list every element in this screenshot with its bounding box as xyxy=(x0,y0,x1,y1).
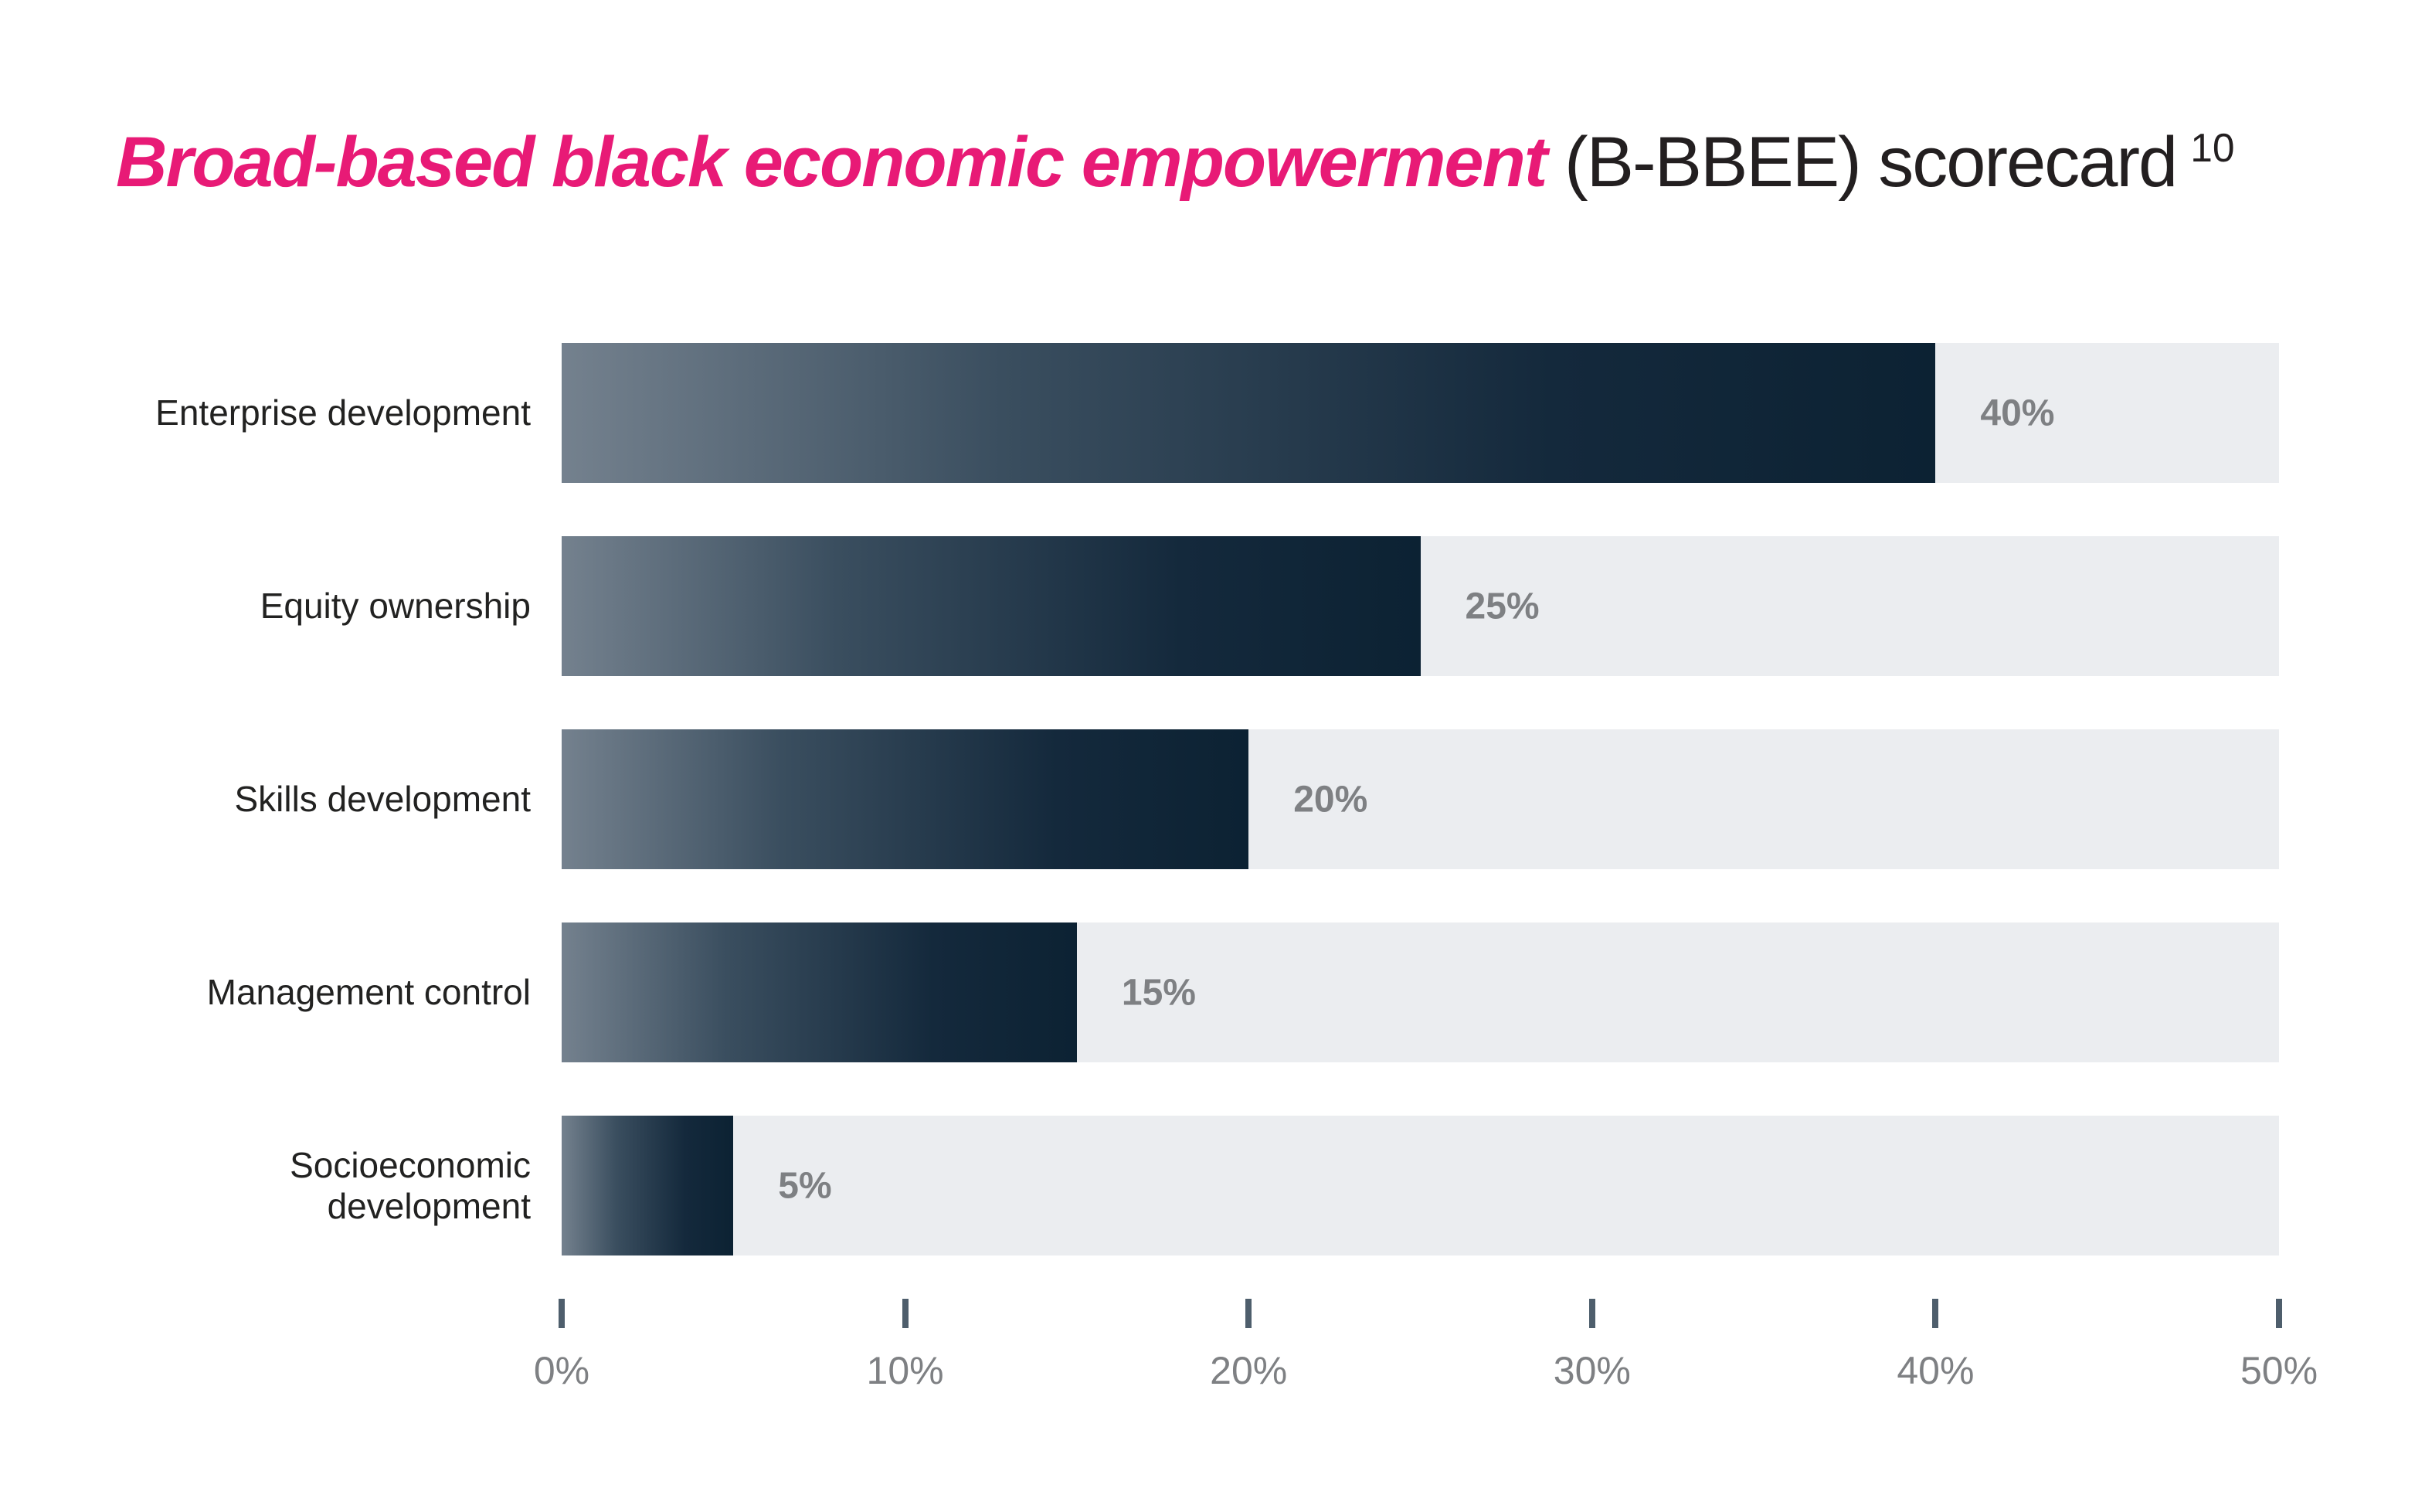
axis-tick xyxy=(2276,1299,2282,1328)
value-label: 40% xyxy=(1980,392,2055,433)
category-label: Management control xyxy=(206,972,531,1013)
bar-fill xyxy=(562,536,1421,676)
axis-tick-label: 30% xyxy=(1553,1349,1631,1392)
bar-row: Management control 15% xyxy=(0,922,2415,1062)
bar-row: Enterprise development 40% xyxy=(0,343,2415,483)
bar-track: 15% xyxy=(562,922,2279,1062)
bar-track: 25% xyxy=(562,536,2279,676)
axis-tick-label: 10% xyxy=(866,1349,944,1392)
bar-chart: Enterprise development 40% Equity ownershi… xyxy=(0,343,2415,1255)
bar-track: 20% xyxy=(562,729,2279,869)
bar-row: Skills development 20% xyxy=(0,729,2415,869)
axis-tick-label: 50% xyxy=(2240,1349,2318,1392)
category-label: Equity ownership xyxy=(260,586,531,627)
category-label: Skills development xyxy=(234,779,531,820)
title-footnote-reference: 10 xyxy=(2190,125,2235,171)
value-label: 25% xyxy=(1465,586,1540,627)
value-label: 15% xyxy=(1121,972,1196,1013)
value-label: 20% xyxy=(1293,779,1368,820)
axis-tick xyxy=(559,1299,565,1328)
axis-tick xyxy=(902,1299,909,1328)
bar-track: 40% xyxy=(562,343,2279,483)
bar-fill xyxy=(562,1116,734,1255)
axis-tick xyxy=(1588,1299,1595,1328)
x-axis: 0% 10% 20% 30% 40% 50% xyxy=(534,1299,2318,1430)
page-title: Broad-based black economic empowerment (… xyxy=(116,122,2235,203)
page-title-highlight: Broad-based black economic empowerment xyxy=(116,123,1547,202)
bar-fill xyxy=(562,343,1936,483)
bar-row: Equity ownership 25% xyxy=(0,536,2415,676)
category-label: Enterprise development xyxy=(155,392,531,433)
value-label: 5% xyxy=(778,1165,832,1206)
page-title-rest: (B-BBEE) scorecard xyxy=(1546,123,2178,202)
category-label: Socioeconomic development xyxy=(290,1144,531,1226)
axis-tick-label: 20% xyxy=(1210,1349,1288,1392)
axis-tick xyxy=(1245,1299,1252,1328)
bar-track: 5% xyxy=(562,1116,2279,1255)
axis-tick-label: 0% xyxy=(533,1349,590,1392)
axis-tick xyxy=(1932,1299,1939,1328)
bar-fill xyxy=(562,729,1249,869)
bar-row: Socioeconomic development 5% xyxy=(0,1116,2415,1255)
bar-fill xyxy=(562,922,1077,1062)
axis-tick-label: 40% xyxy=(1897,1349,1975,1392)
